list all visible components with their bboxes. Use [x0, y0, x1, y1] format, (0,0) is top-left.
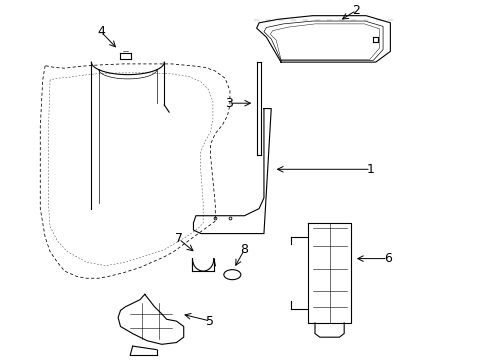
Text: 8: 8	[240, 243, 248, 256]
Text: 4: 4	[97, 25, 105, 38]
Text: 6: 6	[383, 252, 391, 265]
Text: 5: 5	[206, 315, 214, 328]
Text: 7: 7	[175, 233, 183, 246]
Text: 3: 3	[224, 97, 232, 110]
Text: 1: 1	[366, 163, 374, 176]
Text: 2: 2	[352, 4, 360, 17]
